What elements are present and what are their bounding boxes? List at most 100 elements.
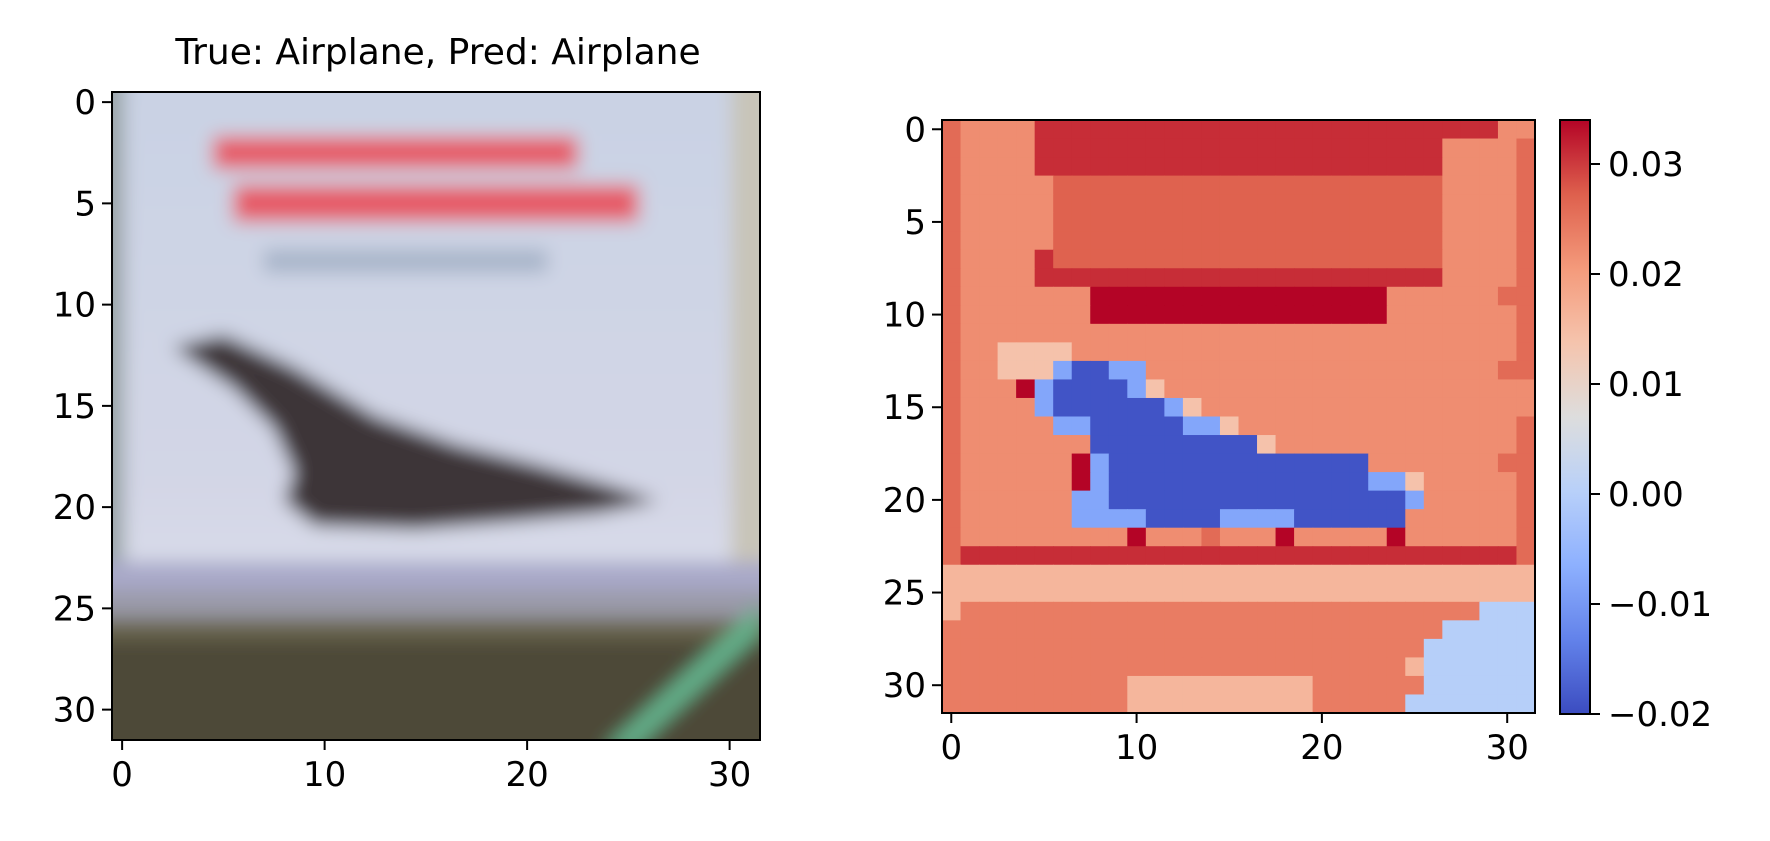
heatmap-cell bbox=[1034, 323, 1054, 343]
heatmap-cell bbox=[1516, 657, 1536, 677]
heatmap-cell bbox=[942, 638, 962, 659]
heatmap-cell bbox=[1386, 286, 1406, 306]
heatmap-cell bbox=[1238, 601, 1258, 621]
heatmap-cell bbox=[997, 490, 1017, 510]
heatmap-cell bbox=[1108, 305, 1128, 325]
heatmap-cell bbox=[1257, 527, 1277, 547]
heatmap-cell bbox=[1257, 249, 1277, 269]
heatmap-cell bbox=[960, 675, 980, 696]
heatmap-cell bbox=[1090, 416, 1110, 436]
heatmap-cell bbox=[1349, 397, 1369, 418]
heatmap-cell bbox=[1164, 157, 1184, 177]
heatmap-cell bbox=[1460, 194, 1481, 214]
heatmap-cell bbox=[1275, 472, 1295, 492]
heatmap-cell bbox=[1312, 435, 1332, 455]
heatmap-cell bbox=[1442, 583, 1462, 603]
heatmap-cell bbox=[979, 120, 999, 140]
heatmap-cell bbox=[960, 175, 980, 195]
heatmap-cell bbox=[1182, 360, 1203, 381]
input-image-y-axis: 0 5 10 15 20 25 30 bbox=[53, 83, 112, 731]
heatmap-cell bbox=[1460, 157, 1481, 177]
heatmap-cell bbox=[1312, 397, 1332, 418]
heatmap-cell bbox=[1386, 435, 1406, 455]
heatmap-cell bbox=[1238, 694, 1258, 714]
heatmap-cell bbox=[997, 657, 1017, 677]
heatmap-cell bbox=[1034, 157, 1054, 177]
heatmap-cell bbox=[1127, 138, 1147, 158]
heatmap-cell bbox=[1034, 601, 1054, 621]
heatmap-cell bbox=[960, 323, 980, 343]
heatmap-cell bbox=[1312, 601, 1332, 621]
heatmap-cell bbox=[1108, 472, 1128, 492]
heatmap-cell bbox=[1386, 323, 1406, 343]
heatmap-cell bbox=[1405, 657, 1425, 677]
heatmap-cell bbox=[1182, 416, 1203, 436]
heatmap-cell bbox=[997, 527, 1017, 547]
heatmap-cell bbox=[1016, 416, 1036, 436]
heatmap-cell bbox=[1423, 397, 1443, 418]
heatmap-cell bbox=[1238, 583, 1258, 603]
heatmap-cell bbox=[1516, 638, 1536, 659]
heatmap-cell bbox=[1349, 694, 1369, 714]
heatmap-cell bbox=[1312, 472, 1332, 492]
heatmap-cell bbox=[1071, 509, 1091, 529]
heatmap-cell bbox=[1349, 657, 1369, 677]
heatmap-cell bbox=[960, 249, 980, 269]
heatmap-cell bbox=[997, 453, 1017, 473]
heatmap-cell bbox=[1182, 583, 1203, 603]
heatmap-cell bbox=[1405, 379, 1425, 399]
heatmap-cell bbox=[1219, 342, 1240, 362]
heatmap-cell bbox=[942, 546, 962, 566]
heatmap-cell bbox=[1108, 342, 1128, 362]
heatmap-cell bbox=[1386, 397, 1406, 418]
heatmap-cell bbox=[1053, 138, 1073, 158]
heatmap-cell bbox=[1460, 212, 1481, 232]
heatmap-cell bbox=[1034, 268, 1054, 288]
heatmap-cell bbox=[1034, 286, 1054, 306]
heatmap-cell bbox=[1257, 564, 1277, 584]
heatmap-cell bbox=[979, 323, 999, 343]
heatmap-cell bbox=[960, 435, 980, 455]
heatmap-cell bbox=[1090, 212, 1110, 232]
heatmap-cell bbox=[1238, 453, 1258, 473]
heatmap-cell bbox=[1108, 675, 1128, 696]
heatmap-cell bbox=[1423, 120, 1443, 140]
heatmap-cell bbox=[1071, 620, 1091, 640]
heatmap-cell bbox=[1034, 583, 1054, 603]
heatmap-cell bbox=[1257, 694, 1277, 714]
heatmap-cell bbox=[1164, 379, 1184, 399]
heatmap-cell bbox=[1294, 212, 1314, 232]
heatmap-cell bbox=[1016, 620, 1036, 640]
heatmap-cell bbox=[1034, 453, 1054, 473]
heatmap-cell bbox=[1108, 286, 1128, 306]
attribution-y-tick-label: 30 bbox=[883, 666, 926, 706]
attribution-y-tick-label: 15 bbox=[883, 388, 926, 428]
heatmap-cell bbox=[1090, 453, 1110, 473]
heatmap-cell bbox=[1460, 342, 1481, 362]
heatmap-cell bbox=[997, 564, 1017, 584]
heatmap-cell bbox=[1145, 249, 1165, 269]
heatmap-cell bbox=[1108, 249, 1128, 269]
heatmap-cell bbox=[1201, 268, 1221, 288]
heatmap-cell bbox=[1016, 638, 1036, 659]
heatmap-cell bbox=[1516, 397, 1536, 418]
heatmap-cell bbox=[1108, 435, 1128, 455]
heatmap-cell bbox=[1090, 268, 1110, 288]
heatmap-cell bbox=[1331, 601, 1351, 621]
heatmap-cell bbox=[1164, 416, 1184, 436]
heatmap-cell bbox=[1460, 268, 1481, 288]
heatmap-cell bbox=[1460, 138, 1481, 158]
heatmap-cell bbox=[1516, 231, 1536, 251]
heatmap-cell bbox=[1479, 564, 1499, 584]
heatmap-cell bbox=[1053, 212, 1073, 232]
heatmap-cell bbox=[1108, 231, 1128, 251]
heatmap-cell bbox=[1423, 305, 1443, 325]
heatmap-cell bbox=[1386, 138, 1406, 158]
heatmap-cell bbox=[1238, 212, 1258, 232]
green-stripe bbox=[612, 602, 760, 740]
heatmap-cell bbox=[979, 138, 999, 158]
heatmap-cell bbox=[1257, 490, 1277, 510]
heatmap-cell bbox=[1368, 546, 1388, 566]
heatmap-cell bbox=[1331, 509, 1351, 529]
heatmap-cell bbox=[1312, 305, 1332, 325]
